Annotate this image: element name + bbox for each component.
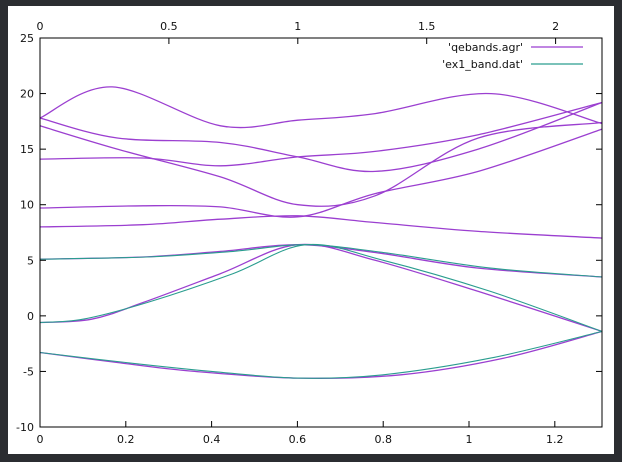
y-tick-label: 20 [20, 88, 34, 101]
band-line-ex1-1 [39, 243, 603, 332]
x-top-tick-label: 1.5 [418, 20, 436, 33]
band-line-ex1-0 [39, 330, 603, 379]
x-top-tick-label: 2 [552, 20, 559, 33]
legend-entry-qebands: 'qebands.agr' [448, 41, 583, 54]
band-line-qebands-0 [39, 330, 603, 379]
series-ex1 [39, 243, 603, 379]
y-tick-label: 15 [20, 143, 34, 156]
band-line-qebands-2 [39, 244, 603, 278]
x-bottom-tick-label: 1 [466, 433, 473, 446]
x-bottom-tick-label: 0.6 [289, 433, 307, 446]
y-tick-label: 10 [20, 199, 34, 212]
y-tick-label: 0 [27, 310, 34, 323]
band-line-qebands-6 [39, 121, 603, 207]
x-bottom-tick-label: 0 [37, 433, 44, 446]
band-line-qebands-8 [39, 86, 603, 129]
x-bottom-tick-label: 0.2 [117, 433, 135, 446]
legend-label-ex1: 'ex1_band.dat' [442, 58, 523, 71]
band-line-ex1-2 [39, 244, 603, 278]
x-top-tick-label: 1 [294, 20, 301, 33]
y-tick-label: -5 [23, 365, 34, 378]
band-line-qebands-3 [39, 215, 603, 239]
legend-label-qebands: 'qebands.agr' [448, 41, 523, 54]
series-qebands [39, 86, 603, 379]
plot-canvas: -10 -5 0 5 10 15 20 25 0 0.2 0.4 0.6 0.8 1 1.2 0 0.5 1 1.5… [8, 6, 614, 454]
y-tick-label: -10 [16, 421, 34, 434]
legend-entry-ex1: 'ex1_band.dat' [442, 58, 583, 71]
band-line-qebands-7 [39, 101, 603, 173]
x-bottom-tick-label: 1.2 [546, 433, 564, 446]
band-line-qebands-4 [39, 128, 603, 218]
band-line-qebands-5 [39, 101, 603, 167]
legend: 'qebands.agr' 'ex1_band.dat' [442, 41, 583, 71]
series-layer [39, 86, 603, 379]
x-bottom-tick-label: 0.8 [374, 433, 392, 446]
y-tick-label: 25 [20, 32, 34, 45]
band-line-qebands-1 [39, 243, 603, 333]
y-tick-label: 5 [27, 254, 34, 267]
plot-frame [39, 37, 603, 428]
x-top-tick-label: 0 [37, 20, 44, 33]
x-top-tick-label: 0.5 [160, 20, 178, 33]
x-bottom-tick-label: 0.4 [203, 433, 221, 446]
